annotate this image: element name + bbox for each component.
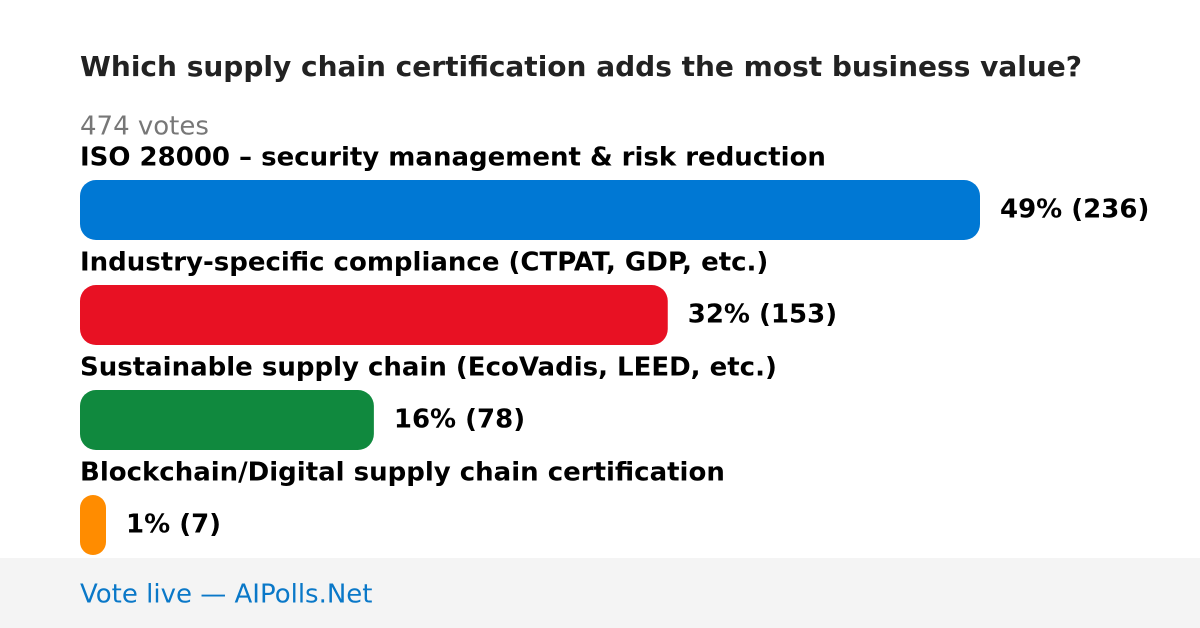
option-label: Industry-specific compliance (CTPAT, GDP… (80, 248, 768, 278)
footer-link[interactable]: Vote live — AIPolls.Net (80, 580, 373, 610)
vote-count: 474 votes (80, 112, 209, 142)
value-label: 16% (78) (394, 405, 525, 435)
bar (80, 390, 374, 450)
value-label: 1% (7) (126, 510, 221, 540)
value-label: 32% (153) (688, 300, 837, 330)
poll-title: Which supply chain certification adds th… (80, 50, 1082, 83)
bar (80, 180, 980, 240)
option-label: Blockchain/Digital supply chain certific… (80, 458, 725, 488)
bar (80, 495, 106, 555)
bar (80, 285, 668, 345)
option-label: Sustainable supply chain (EcoVadis, LEED… (80, 353, 777, 383)
value-label: 49% (236) (1000, 195, 1149, 225)
option-label: ISO 28000 – security management & risk r… (80, 143, 826, 173)
footer-band (0, 558, 1200, 628)
